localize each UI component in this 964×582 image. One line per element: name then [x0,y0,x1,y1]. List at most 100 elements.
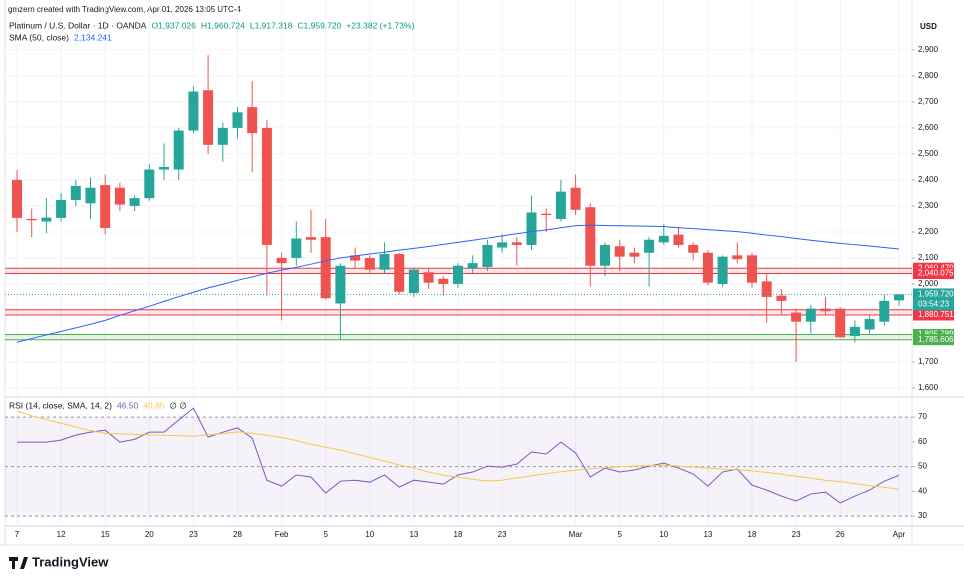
candle-body [159,166,169,170]
candle-body [820,308,831,312]
price-badge-label: 2,060.470 [918,263,954,272]
candle-body [291,238,302,258]
y-tick-label: 2,500 [918,149,939,158]
candle-body [805,308,816,322]
candle-body [585,207,596,266]
rsi-line [16,410,900,490]
y-tick-label: 2,300 [918,201,939,210]
candle-body [70,185,81,200]
ohlc-value: H1,960.724 [201,20,245,30]
y-tick-label: 50 [918,462,927,471]
candle-body [732,255,743,260]
candle-body [394,254,405,292]
y-tick-label: 2,900 [918,45,939,54]
y-tick-label: 1,600 [918,383,939,392]
candle-body [173,130,184,170]
candle-body [408,269,419,294]
price-badge [913,309,954,321]
candle-body [555,191,566,219]
candle-body [570,187,581,210]
candle-body [761,281,772,297]
logo-icon [9,557,28,569]
candle-body [702,252,713,283]
candle-body [364,257,375,270]
last-price-badge [913,288,954,311]
candle-body [673,234,684,245]
ohlc-value: C1,959.720 [297,20,341,30]
x-tick-label: 23 [498,530,507,539]
x-tick-label: 10 [365,530,374,539]
candle-body [41,217,52,222]
x-tick-label: 20 [145,530,154,539]
candle-body [511,242,522,245]
candle-body [541,213,552,216]
currency-label: USD [920,22,937,31]
countdown-label: 03:54:23 [918,300,950,309]
x-tick-label: Mar [569,530,583,539]
candle-body [203,90,214,145]
y-tick-label: 2,200 [918,227,939,236]
x-tick-label: Apr [893,530,906,539]
candle-body [497,242,508,248]
price-badge-label: 1,805.789 [918,330,954,339]
candle-body [849,326,860,336]
y-tick-label: 2,100 [918,253,939,262]
candle-body [217,127,228,145]
y-tick-label: 2,800 [918,71,939,80]
y-tick-label: 30 [918,511,927,520]
x-tick-label: 18 [748,530,757,539]
candle-body [894,294,904,301]
last-price-label: 1,959.720 [918,290,954,299]
candle-body [482,244,493,268]
ohlc-value: +23.382 (+1.73%) [346,20,414,30]
x-tick-label: 23 [189,530,198,539]
x-tick-label: 18 [454,530,463,539]
candle-body [144,169,155,199]
brand-name: TradingView [32,554,109,569]
y-tick-label: 2,000 [918,279,939,288]
candle-body [350,255,361,261]
x-tick-label: 26 [836,530,845,539]
ohlc-value: L1,917.318 [250,20,293,30]
x-tick-label: 15 [101,530,110,539]
y-tick-label: 40 [918,486,927,495]
price-badge-label: 2,040.075 [918,269,954,278]
x-tick-label: 7 [15,530,20,539]
candle-body [379,254,390,270]
y-tick-label: 1,700 [918,357,939,366]
x-tick-label: 28 [233,530,242,539]
candle-body [306,237,316,240]
candle-body [526,212,537,245]
candle-body [644,239,655,253]
candle-body [247,107,258,134]
y-tick-label: 2,600 [918,123,939,132]
candle-body [629,252,640,257]
brand-logo: TradingView [9,554,109,569]
x-tick-label: 12 [57,530,66,539]
candle-body [467,263,478,269]
ohlc-value: O1,937.026 [151,20,196,30]
candle-body [188,91,199,131]
candle-body [791,312,802,322]
x-tick-label: 10 [659,530,668,539]
candle-body [864,319,875,330]
x-tick-label: 23 [792,530,801,539]
candle-body [276,257,287,264]
candle-body [614,246,625,257]
candle-body [776,295,787,301]
rsi-line [17,407,900,504]
x-tick-label: 5 [323,530,328,539]
candle-body [438,278,449,284]
candle-body [129,198,140,206]
y-tick-label: 2,400 [918,175,939,184]
price-badge-label: 1,785.606 [918,335,954,344]
x-tick-label: Feb [275,530,289,539]
candle-body [56,199,67,218]
candle-body [835,308,846,338]
y-tick-label: 2,700 [918,97,939,106]
candle-body [453,265,463,284]
price-badge [913,268,954,280]
x-tick-label: 5 [617,530,622,539]
